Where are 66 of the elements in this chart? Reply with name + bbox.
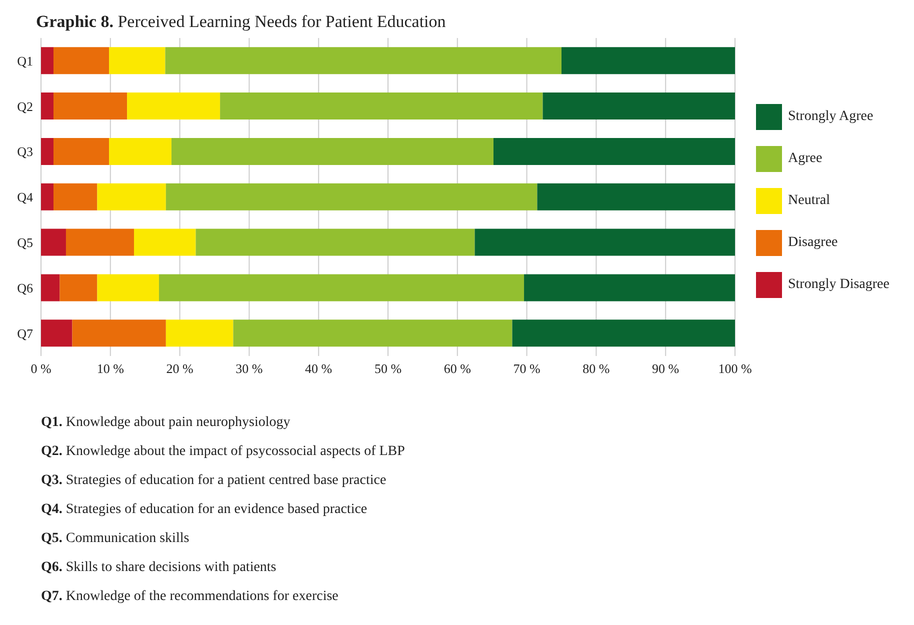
bar — [233, 320, 512, 347]
y-tick-label: Q7 — [17, 326, 34, 341]
legend-label: Agree — [788, 151, 822, 167]
legend-label: Disagree — [788, 235, 838, 251]
legend-label: Strongly Agree — [788, 109, 874, 125]
bar — [41, 183, 54, 210]
bar — [220, 92, 543, 120]
bar — [41, 228, 66, 256]
bar — [542, 92, 735, 120]
x-tick-label: 90 % — [652, 361, 680, 376]
bar — [562, 47, 735, 74]
bar — [166, 320, 234, 347]
text: Q3. Strategies of education for a patient centred base practice — [41, 472, 388, 490]
bar — [474, 228, 735, 256]
bar — [196, 228, 475, 256]
x-tick-label: 50 % — [374, 361, 402, 376]
text: Q2. Knowledge about the impact of psycossocial aspects of LBP — [41, 443, 406, 461]
bar — [60, 274, 98, 302]
y-tick-label: Q3 — [17, 144, 33, 160]
bar — [97, 274, 159, 302]
bar — [109, 47, 166, 74]
bar — [493, 138, 735, 165]
bar — [134, 228, 196, 256]
bar — [171, 138, 494, 165]
bar — [53, 138, 110, 165]
y-tick-label: Q5 — [17, 235, 33, 250]
bar — [165, 47, 562, 74]
bar — [41, 138, 54, 165]
bar — [53, 183, 98, 210]
text: Q6. Skills to share decisions with patients — [41, 559, 278, 577]
x-tick-label: 60 % — [444, 361, 472, 376]
bar — [127, 92, 220, 120]
text: Q4. Strategies of education for an evidence based practice — [41, 501, 368, 519]
bar — [41, 274, 60, 302]
y-tick-label: Q6 — [17, 280, 34, 296]
x-tick-label: 40 % — [305, 361, 332, 376]
bar — [72, 320, 166, 347]
bar — [53, 47, 110, 74]
x-tick-label: 70 % — [513, 361, 541, 376]
legend-label: Neutral — [788, 193, 830, 209]
chart-title: Graphic 8. Perceived Learning Needs for Patient Education — [36, 11, 447, 33]
bar — [524, 274, 735, 302]
text: Q5. Communication skills — [41, 530, 190, 548]
y-tick-label: Q1 — [17, 53, 33, 68]
bar — [166, 183, 538, 210]
bar — [41, 92, 54, 120]
y-tick-label: Q2 — [17, 98, 33, 114]
x-tick-label: 0 % — [30, 361, 52, 376]
bar — [41, 47, 54, 74]
x-tick-label: 10 % — [96, 361, 124, 376]
bar — [66, 228, 134, 256]
x-tick-label: 30 % — [236, 361, 263, 376]
bar — [53, 92, 128, 120]
x-tick-label: 100 % — [718, 361, 752, 376]
bar — [158, 274, 524, 302]
bar — [537, 183, 735, 210]
bar — [512, 320, 735, 347]
x-tick-label: 80 % — [582, 361, 610, 376]
bar — [109, 138, 172, 165]
text: Q1. Knowledge about pain neurophysiology — [41, 414, 292, 432]
text: Q7. Knowledge of the recommendations for exercise — [41, 588, 340, 606]
bar — [97, 183, 166, 210]
y-tick-label: Q4 — [17, 190, 34, 205]
x-tick-label: 20 % — [166, 361, 194, 376]
legend-label: Strongly Disagree — [788, 277, 890, 293]
bar — [41, 320, 72, 347]
